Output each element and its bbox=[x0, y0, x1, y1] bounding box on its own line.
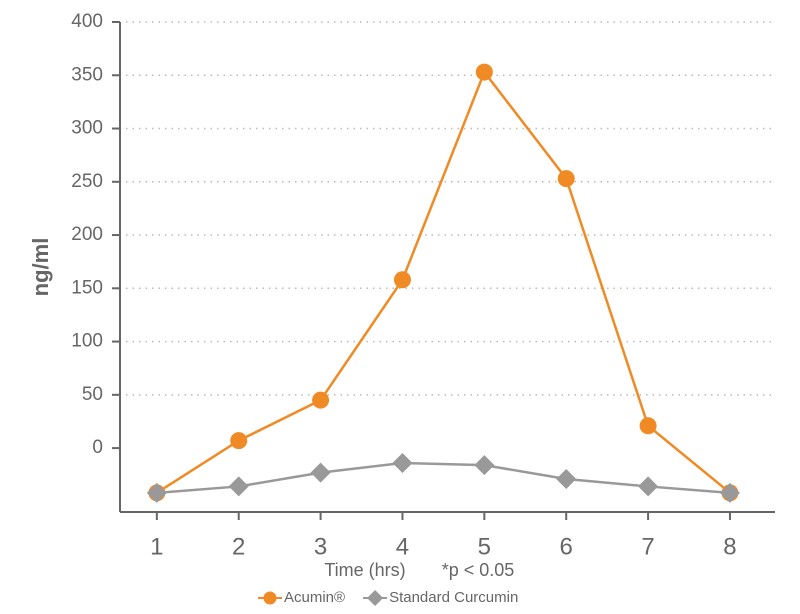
x-tick-label: 6 bbox=[560, 533, 573, 560]
series-line bbox=[156, 69, 731, 494]
y-tick-label: 400 bbox=[71, 11, 103, 32]
x-tick-label: 4 bbox=[396, 533, 409, 560]
legend-marker bbox=[263, 591, 277, 605]
y-tick-label: 150 bbox=[71, 277, 103, 298]
y-tick-label: 100 bbox=[71, 331, 103, 352]
y-axis-label: ng/ml bbox=[28, 238, 53, 297]
y-tick-label: 350 bbox=[71, 64, 103, 85]
legend-label: Standard Curcumin bbox=[389, 589, 518, 606]
point bbox=[146, 482, 167, 503]
series-line bbox=[156, 461, 731, 495]
point bbox=[719, 482, 740, 503]
x-tick-label: 2 bbox=[232, 533, 245, 560]
point bbox=[393, 271, 411, 289]
point bbox=[230, 432, 248, 450]
x-tick-label: 3 bbox=[314, 533, 327, 560]
x-tick-label: 1 bbox=[150, 533, 163, 560]
y-tick-label: 200 bbox=[71, 224, 103, 245]
point bbox=[475, 63, 493, 81]
y-tick-label: 300 bbox=[71, 118, 103, 139]
x-tick-label: 8 bbox=[723, 533, 736, 560]
point bbox=[228, 476, 249, 497]
point bbox=[312, 391, 330, 409]
legend-label: Acumin® bbox=[284, 589, 345, 606]
point bbox=[474, 455, 495, 476]
point bbox=[392, 453, 413, 473]
y-tick-label: 50 bbox=[82, 384, 103, 405]
point bbox=[556, 468, 577, 489]
annotation: *p < 0.05 bbox=[442, 560, 515, 580]
x-axis-label: Time (hrs) bbox=[324, 560, 405, 580]
legend-marker bbox=[367, 590, 384, 606]
y-tick-label: 0 bbox=[92, 437, 103, 458]
x-tick-label: 5 bbox=[478, 533, 491, 560]
y-tick-label: 250 bbox=[71, 171, 103, 192]
point bbox=[638, 476, 659, 497]
point bbox=[310, 462, 331, 483]
point bbox=[639, 417, 657, 435]
x-tick-label: 7 bbox=[641, 533, 654, 560]
point bbox=[557, 170, 575, 188]
